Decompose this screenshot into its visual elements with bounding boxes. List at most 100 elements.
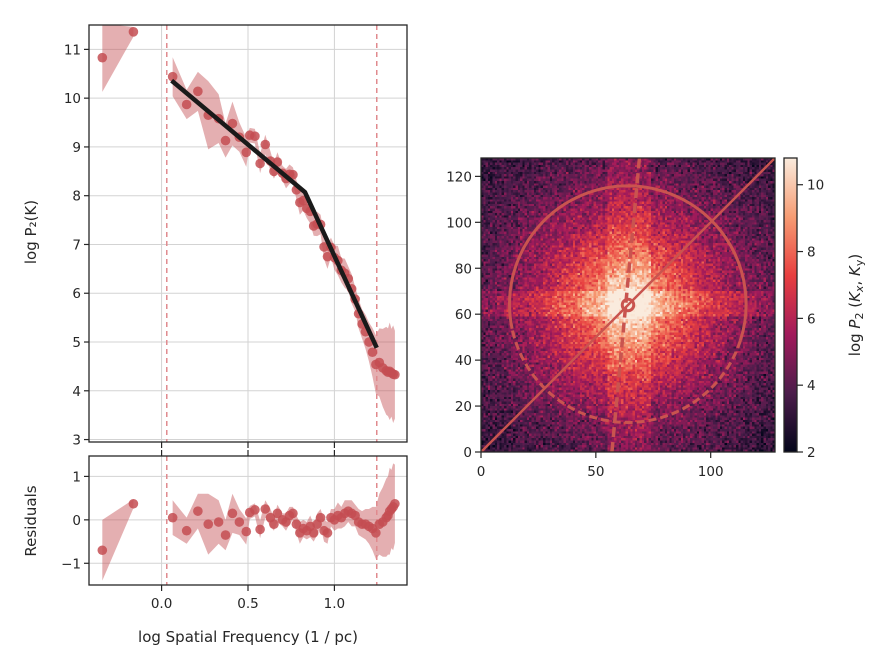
residual-point (181, 525, 192, 536)
data-point (319, 242, 329, 252)
colorbar-label-part: , (846, 276, 864, 286)
residual-point (390, 498, 400, 509)
data-point (250, 131, 260, 141)
colorbar-tick-label: 6 (807, 311, 816, 327)
y-tick-label: 6 (72, 286, 81, 302)
residuals-panel: 0.0 0.5 1.0 −1 0 1 (61, 450, 408, 612)
colorbar-label-part: K (846, 265, 864, 276)
residual-point (260, 504, 271, 514)
colorbar-tick-label: 2 (807, 445, 816, 461)
y-tick-label: 60 (455, 307, 472, 323)
residual-band (172, 463, 395, 559)
residual-point (193, 506, 203, 516)
y-tick-label: 8 (72, 189, 81, 205)
y-axis-label-residuals: Residuals (22, 485, 40, 556)
residual-point (322, 528, 333, 538)
y-tick-label: 9 (72, 140, 81, 156)
data-point (97, 52, 108, 63)
x-tick-label: 100 (698, 464, 724, 480)
colorbar-label-part: P (846, 319, 864, 329)
residual-point (308, 528, 319, 538)
x-tick-label: 0.0 (151, 596, 172, 612)
x-axis-label: log Spatial Frequency (1 / pc) (138, 628, 358, 646)
residual-point (213, 517, 224, 527)
residual-plot-area (97, 456, 400, 585)
y-tick-label: 120 (446, 169, 472, 185)
colorbar-label: log P2 (Kx, Ky) (846, 254, 866, 356)
residual-point (241, 526, 252, 537)
y-tick-label: 4 (72, 384, 81, 400)
residual-point (250, 505, 260, 515)
data-point (390, 369, 400, 380)
x-tick-label: 0.5 (237, 596, 258, 612)
residual-point (203, 519, 214, 529)
y-tick-label: 40 (455, 353, 472, 369)
center-marker (620, 297, 636, 313)
annulus-circle-solid (508, 184, 748, 341)
power-spectrum-panel: 3 4 5 6 7 8 9 10 11 (64, 24, 408, 449)
fit-line (170, 78, 379, 349)
dashed-orientation-line (610, 158, 642, 452)
x-tick-label: 50 (587, 464, 604, 480)
residual-point (97, 545, 108, 556)
data-point (241, 147, 252, 158)
heatmap-panel: 0 50 100 0 20 40 60 80 100 120 2 4 6 8 10 (446, 157, 824, 480)
plot-area (97, 25, 400, 442)
data-point (220, 135, 231, 146)
data-point (260, 139, 271, 150)
data-point (128, 27, 139, 37)
residual-point (288, 508, 298, 519)
diagonal-line (481, 158, 775, 452)
y-tick-label: 20 (455, 399, 472, 415)
y-tick-label: 11 (64, 42, 81, 58)
data-point (367, 347, 378, 358)
residual-point (234, 517, 245, 527)
y-tick-label: 100 (446, 215, 472, 231)
residual-band (102, 499, 134, 581)
data-point (255, 158, 265, 169)
y-axis-label-power: log P₂(K) (22, 200, 40, 264)
heatmap-overlays (481, 158, 775, 452)
data-point (181, 99, 192, 110)
residual-point (291, 519, 302, 529)
y-tick-label: 5 (72, 335, 81, 351)
axes-frame (88, 24, 408, 443)
residual-point (272, 508, 283, 519)
data-point (193, 86, 203, 97)
y-tick-label: 80 (455, 261, 472, 277)
residual-point (269, 519, 279, 529)
colorbar-label-part: ) (846, 254, 864, 260)
y-tick-label: 1 (72, 469, 81, 485)
residual-point (167, 512, 178, 523)
axes-frame (88, 455, 408, 586)
colorbar-label-part: ( (846, 302, 864, 313)
data-point (288, 169, 298, 180)
colorbar-label-part: K (846, 291, 864, 302)
colorbar-label-part: x (853, 285, 866, 293)
annulus-circle-dashed (510, 328, 742, 424)
colorbar-tick-label: 8 (807, 245, 816, 261)
y-tick-label: 10 (64, 91, 81, 107)
colorbar-label-part: 2 (853, 313, 866, 320)
colorbar (783, 157, 798, 453)
y-tick-label: −1 (61, 556, 81, 572)
y-tick-label: 0 (463, 445, 472, 461)
data-point (167, 71, 178, 82)
error-band (102, 25, 134, 92)
colorbar-tick-label: 10 (807, 178, 824, 194)
residual-point (220, 530, 231, 540)
y-tick-label: 3 (72, 433, 81, 449)
residual-point (128, 498, 139, 509)
y-tick-label: 7 (72, 237, 81, 253)
residual-point (255, 524, 265, 535)
colorbar-label-part: log (846, 329, 864, 357)
y-tick-label: 0 (72, 513, 81, 529)
residual-point (371, 528, 381, 538)
heatmap-frame (480, 157, 776, 453)
residual-point (315, 512, 326, 523)
colorbar-tick-label: 4 (807, 378, 816, 394)
residual-point (227, 508, 238, 519)
data-point (227, 118, 238, 129)
